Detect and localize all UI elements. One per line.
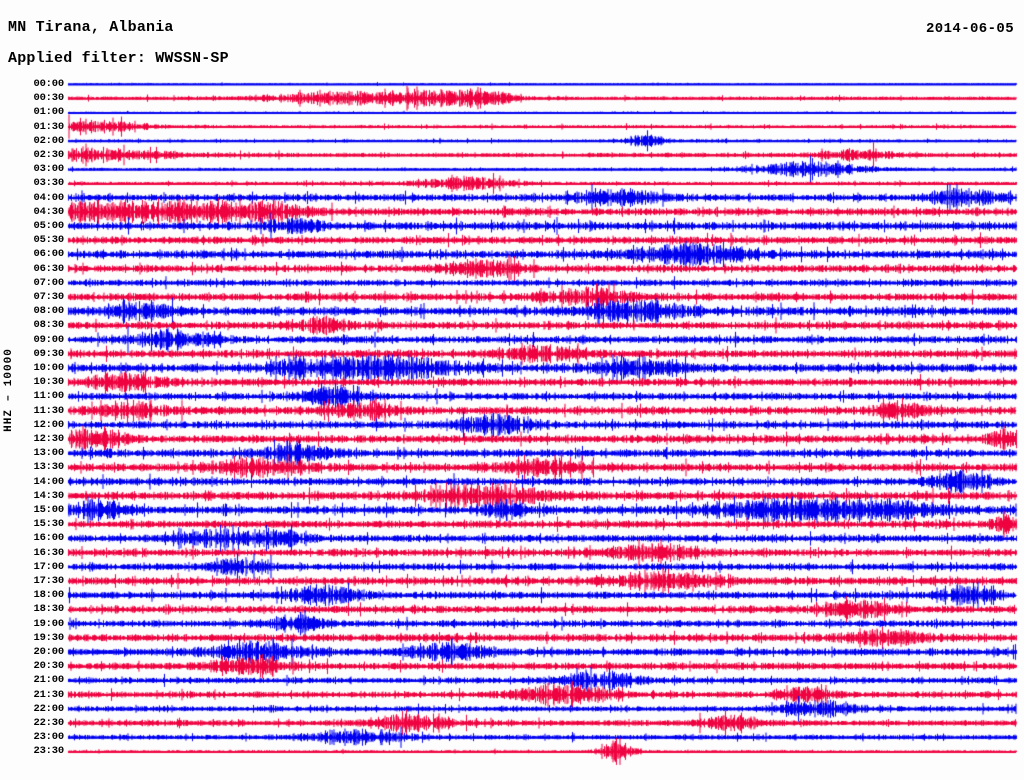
time-tick-0530: 05:30 (33, 234, 64, 247)
time-tick-2130: 21:30 (33, 688, 64, 701)
time-tick-0230: 02:30 (33, 149, 64, 161)
time-tick-1530: 15:30 (33, 518, 64, 531)
time-tick-1600: 16:00 (33, 532, 64, 545)
time-tick-1630: 16:30 (33, 546, 64, 559)
time-tick-0400: 04:00 (33, 191, 64, 204)
time-tick-0600: 06:00 (33, 248, 64, 261)
time-tick-2030: 20:30 (33, 660, 64, 673)
time-axis-ticks: 00:00 00:30 01:00 01:30 02:00 02:30 03:00 03:30… (22, 78, 64, 780)
time-tick-1700: 17:00 (33, 560, 64, 573)
time-tick-0930: 09:30 (33, 347, 64, 360)
time-tick-0300: 03:00 (33, 163, 64, 176)
time-tick-0830: 08:30 (33, 319, 64, 332)
time-tick-1130: 11:30 (33, 404, 64, 417)
time-tick-1830: 18:30 (33, 603, 64, 616)
time-tick-2300: 23:00 (33, 731, 64, 744)
time-tick-0730: 07:30 (33, 291, 64, 303)
time-tick-1100: 11:00 (33, 390, 64, 403)
time-tick-1030: 10:30 (33, 376, 64, 389)
record-date: 2014-06-05 (925, 21, 1014, 37)
time-tick-0200: 02:00 (33, 134, 64, 147)
y-axis-label: HHZ – 10000 (0, 0, 18, 780)
time-tick-2000: 20:00 (33, 646, 64, 658)
time-tick-1930: 19:30 (33, 631, 64, 644)
time-tick-0430: 04:30 (33, 205, 64, 218)
time-tick-2230: 22:30 (33, 717, 64, 729)
time-tick-0500: 05:00 (33, 220, 64, 232)
time-tick-2100: 21:00 (33, 674, 64, 687)
time-tick-2330: 23:30 (33, 745, 64, 758)
time-tick-1200: 12:00 (33, 418, 64, 431)
time-tick-0100: 01:00 (33, 106, 64, 119)
time-tick-1900: 19:00 (33, 617, 64, 630)
time-tick-1730: 17:30 (33, 575, 64, 587)
time-tick-0700: 07:00 (33, 276, 64, 289)
time-tick-0330: 03:30 (33, 177, 64, 190)
applied-filter-label: Applied filter: WWSSN-SP (8, 50, 229, 67)
time-tick-1000: 10:00 (33, 362, 64, 374)
time-tick-1800: 18:00 (33, 589, 64, 602)
time-tick-0030: 00:30 (33, 92, 64, 105)
time-tick-0900: 09:00 (33, 333, 64, 346)
time-tick-1430: 14:30 (33, 489, 64, 502)
time-tick-0630: 06:30 (33, 262, 64, 275)
page-title: MN Tirana, Albania (8, 19, 174, 36)
time-tick-0800: 08:00 (33, 305, 64, 318)
time-tick-1230: 12:30 (33, 433, 64, 445)
time-tick-1500: 15:00 (33, 504, 64, 516)
time-tick-2200: 22:00 (33, 702, 64, 715)
time-tick-0130: 01:30 (33, 120, 64, 133)
time-tick-0000: 00:00 (33, 78, 64, 90)
y-axis-label-text: HHZ – 10000 (3, 348, 15, 432)
time-tick-1330: 13:30 (33, 461, 64, 474)
time-tick-1300: 13:00 (33, 447, 64, 460)
time-tick-1400: 14:00 (33, 475, 64, 488)
